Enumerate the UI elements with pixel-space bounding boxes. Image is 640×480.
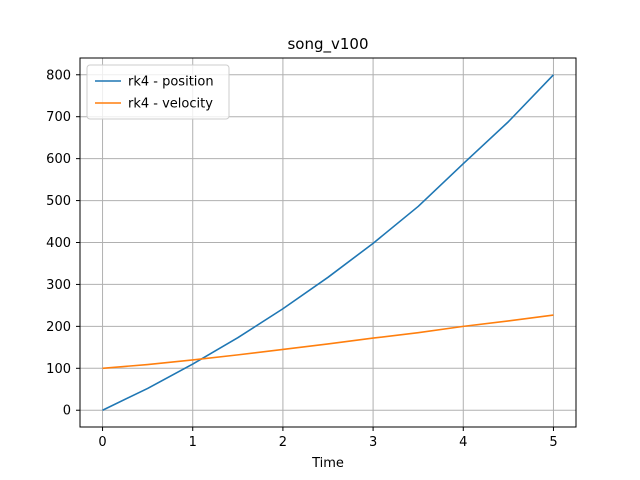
- x-tick-label: 2: [279, 435, 287, 450]
- series-line-1: [102, 74, 555, 411]
- legend: rk4 - position rk4 - velocity: [86, 64, 230, 120]
- x-tick-label: 0: [98, 435, 106, 450]
- x-tick-label: 3: [369, 435, 377, 450]
- y-tick-label: 600: [46, 152, 71, 167]
- y-tick-label: 700: [46, 110, 71, 125]
- legend-label: rk4 - position: [128, 75, 214, 90]
- y-tick-label: 0: [63, 404, 71, 419]
- series-group: [102, 74, 555, 411]
- x-tick-label: 5: [549, 435, 557, 450]
- legend-box: [86, 64, 230, 120]
- x-tick-label: 1: [189, 435, 197, 450]
- y-tick-label: 400: [46, 236, 71, 251]
- x-tick-label: 4: [459, 435, 467, 450]
- y-tick-label: 100: [46, 362, 71, 377]
- x-axis-label: Time: [311, 456, 344, 471]
- grid: [80, 58, 576, 427]
- y-tick-label: 300: [46, 278, 71, 293]
- y-tick-label: 200: [46, 320, 71, 335]
- y-tick-label: 500: [46, 194, 71, 209]
- chart-title: song_v100: [287, 35, 368, 54]
- y-tick-label: 800: [46, 68, 71, 83]
- legend-label: rk4 - velocity: [128, 97, 213, 112]
- ticks: 0 1 2 3 4 5 0 100 200 300 400 500 600 700 800: [46, 68, 557, 450]
- series-line-2: [102, 314, 554, 370]
